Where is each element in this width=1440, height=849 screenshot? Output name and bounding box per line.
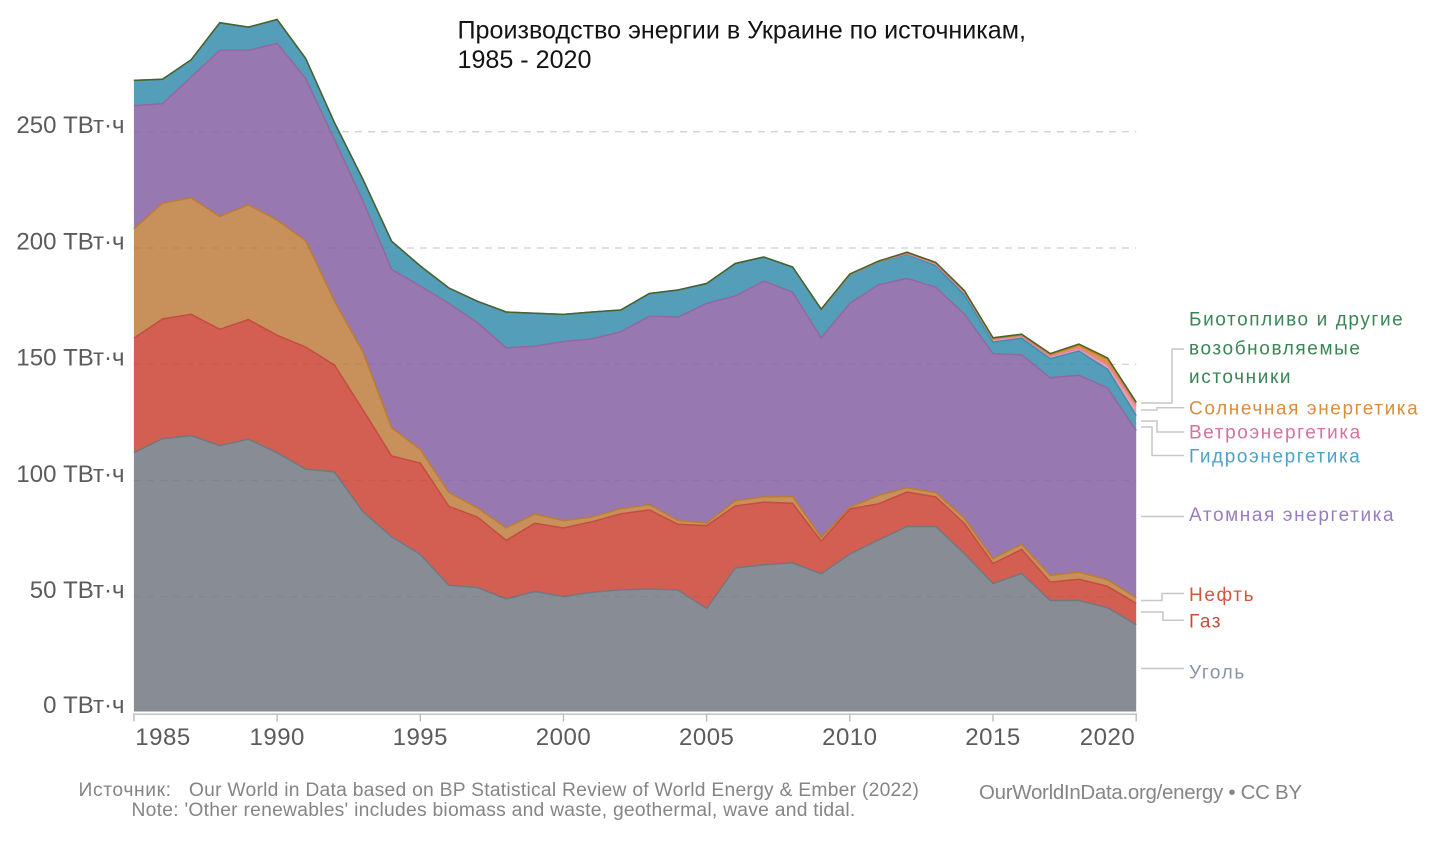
svg-text:Уголь: Уголь xyxy=(1189,662,1246,683)
svg-text:0 ТВт·ч: 0 ТВт·ч xyxy=(43,692,124,719)
svg-text:OurWorldInData.org/energy • CC: OurWorldInData.org/energy • CC BY xyxy=(979,781,1302,804)
svg-text:Нефть: Нефть xyxy=(1189,585,1255,606)
svg-text:1995: 1995 xyxy=(393,724,448,751)
svg-text:Солнечная энергетика: Солнечная энергетика xyxy=(1189,399,1419,420)
svg-text:Ветроэнергетика: Ветроэнергетика xyxy=(1189,423,1362,444)
svg-text:Источник:: Источник: xyxy=(79,780,172,801)
svg-text:2005: 2005 xyxy=(679,724,734,751)
svg-text:Биотопливо и другие: Биотопливо и другие xyxy=(1189,310,1404,331)
svg-text:200 ТВт·ч: 200 ТВт·ч xyxy=(16,228,124,255)
svg-text:Газ: Газ xyxy=(1189,612,1222,633)
svg-text:Атомная энергетика: Атомная энергетика xyxy=(1189,505,1395,526)
svg-text:250 ТВт·ч: 250 ТВт·ч xyxy=(16,112,124,139)
svg-text:150 ТВт·ч: 150 ТВт·ч xyxy=(16,345,124,372)
svg-text:возобновляемые: возобновляемые xyxy=(1189,338,1362,359)
svg-text:Our World in Data based on BP: Our World in Data based on BP Statistica… xyxy=(189,780,919,801)
svg-text:1990: 1990 xyxy=(250,724,305,751)
svg-text:Гидроэнергетика: Гидроэнергетика xyxy=(1189,446,1361,467)
svg-text:Note: 'Other renewables' inclu: Note: 'Other renewables' includes biomas… xyxy=(132,800,856,821)
svg-text:2020: 2020 xyxy=(1080,724,1135,751)
svg-text:1985 - 2020: 1985 - 2020 xyxy=(458,46,592,74)
svg-text:2000: 2000 xyxy=(536,724,591,751)
svg-text:Производство энергии в Украине: Производство энергии в Украине по источн… xyxy=(458,17,1026,45)
svg-text:2010: 2010 xyxy=(822,724,877,751)
svg-text:1985: 1985 xyxy=(135,724,190,751)
svg-text:2015: 2015 xyxy=(965,724,1020,751)
svg-text:источники: источники xyxy=(1189,367,1292,388)
svg-text:50 ТВт·ч: 50 ТВт·ч xyxy=(30,577,125,604)
svg-text:100 ТВт·ч: 100 ТВт·ч xyxy=(16,461,124,488)
